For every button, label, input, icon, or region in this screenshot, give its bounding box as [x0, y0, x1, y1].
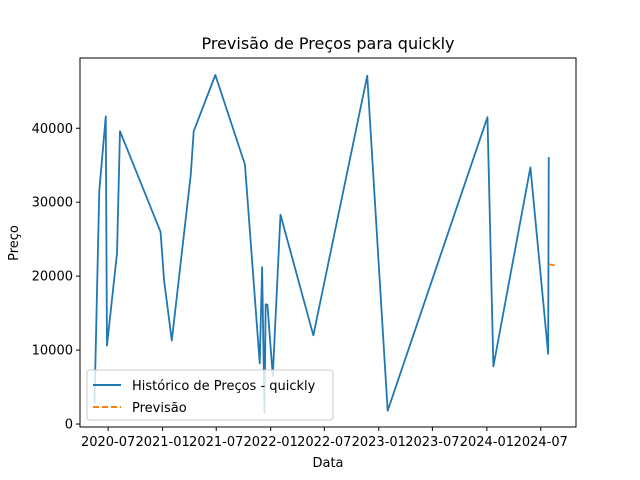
x-tick-label: 2023-01 [352, 435, 406, 450]
x-tick-label: 2022-07 [297, 435, 351, 450]
series-line-forecast [548, 263, 557, 267]
y-tick-label: 20000 [32, 270, 73, 285]
y-tick-label: 30000 [32, 196, 73, 211]
x-tick-label: 2021-01 [135, 435, 189, 450]
legend-label-history: Histórico de Preços - quickly [132, 379, 316, 394]
legend-box [86, 369, 334, 421]
x-tick-label: 2023-07 [405, 435, 459, 450]
x-axis: 2020-07 2021-01 2021-07 2022-01 2022-07 2023-… [81, 427, 568, 450]
y-tick-label: 0 [65, 418, 73, 433]
y-axis: 0 10000 20000 30000 40000 [32, 122, 80, 433]
legend-label-forecast: Previsão [132, 401, 187, 416]
x-tick-label: 2024-07 [514, 435, 568, 450]
x-tick-label: 2022-01 [244, 435, 298, 450]
x-tick-label: 2021-07 [189, 435, 243, 450]
y-axis-label: Preço [7, 225, 22, 261]
x-axis-label: Data [312, 456, 343, 471]
series-line-history [93, 74, 550, 414]
x-tick-label: 2024-01 [460, 435, 514, 450]
chart-title: Previsão de Preços para quickly [201, 34, 454, 53]
plot-frame [79, 57, 577, 428]
y-tick-label: 10000 [32, 344, 73, 359]
x-tick-label: 2020-07 [81, 435, 135, 450]
y-tick-label: 40000 [32, 122, 73, 137]
legend: Histórico de Preços - quickly Previsão [86, 369, 334, 421]
